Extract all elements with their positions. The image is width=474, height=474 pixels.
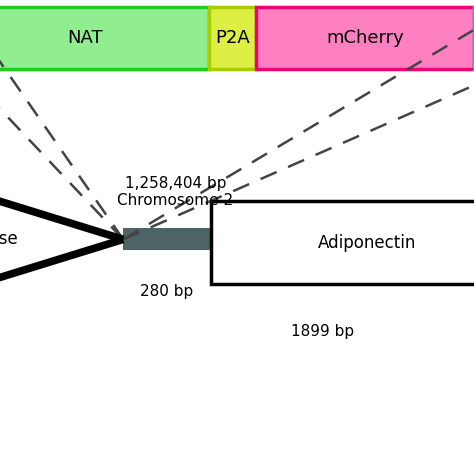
Text: mCherry: mCherry — [326, 29, 404, 47]
Text: NAT: NAT — [67, 29, 103, 47]
Bar — [209, 7, 256, 69]
Text: 1899 bp: 1899 bp — [291, 324, 354, 339]
Text: Adiponectin: Adiponectin — [318, 234, 417, 252]
Bar — [211, 201, 474, 284]
Bar — [256, 7, 474, 69]
Bar — [123, 228, 211, 250]
Bar — [0, 7, 209, 69]
Text: 280 bp: 280 bp — [140, 284, 193, 299]
Text: atase: atase — [0, 230, 18, 248]
Text: 1,258,404 bp
Chromosome 2: 1,258,404 bp Chromosome 2 — [118, 176, 233, 208]
Text: P2A: P2A — [215, 29, 250, 47]
